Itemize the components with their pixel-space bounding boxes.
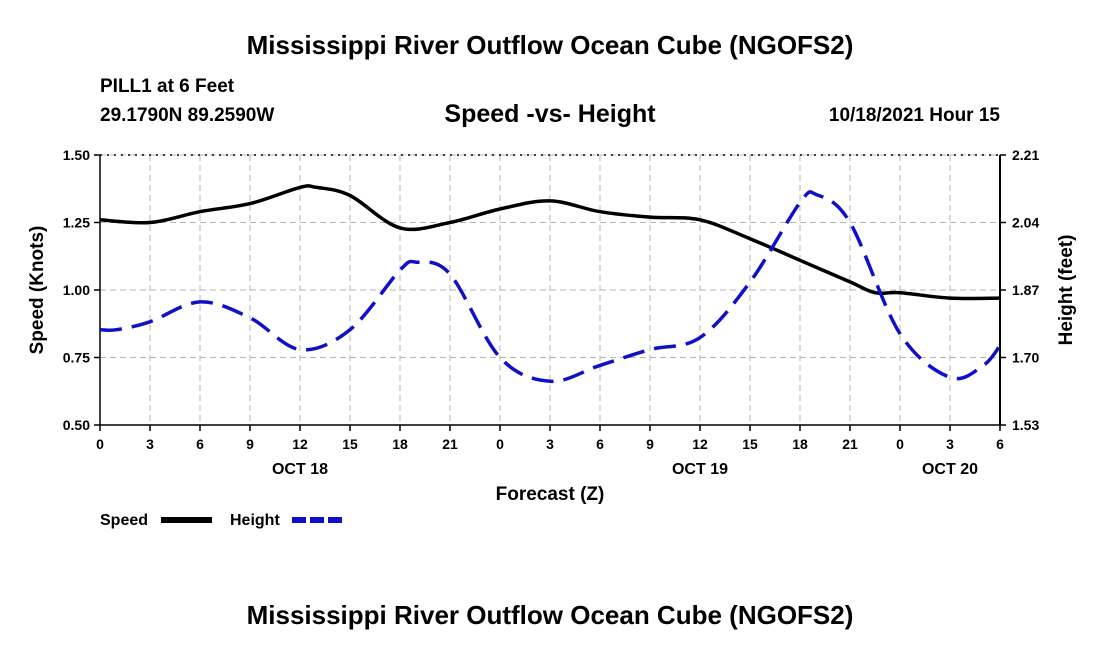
x-tick-label: 15 bbox=[342, 436, 358, 452]
x-tick-label: 12 bbox=[292, 436, 308, 452]
station-coordinates: 29.1790N 89.2590W bbox=[100, 105, 275, 126]
chart-series bbox=[99, 184, 1002, 384]
chart-axes bbox=[94, 154, 1006, 431]
x-date-label: OCT 20 bbox=[922, 461, 978, 478]
y2-tick-label: 2.04 bbox=[1012, 215, 1039, 231]
x-tick-label: 0 bbox=[896, 436, 904, 452]
x-tick-label: 3 bbox=[146, 436, 154, 452]
legend-label-height: Height bbox=[230, 512, 280, 529]
x-tick-label: 3 bbox=[546, 436, 554, 452]
y2-tick-label: 1.87 bbox=[1012, 282, 1039, 298]
forecast-datetime: 10/18/2021 Hour 15 bbox=[828, 105, 1000, 126]
series-line-height bbox=[99, 190, 1002, 384]
y2-tick-label: 1.70 bbox=[1012, 350, 1039, 366]
x-tick-label: 6 bbox=[196, 436, 204, 452]
x-tick-label: 0 bbox=[496, 436, 504, 452]
x-tick-label: 18 bbox=[392, 436, 408, 452]
chart-legend: Speed Height bbox=[100, 512, 343, 529]
x-tick-label: 9 bbox=[246, 436, 254, 452]
x-axis-title: Forecast (Z) bbox=[496, 484, 605, 505]
x-date-label: OCT 19 bbox=[672, 461, 728, 478]
y-axis-title: Speed (Knots) bbox=[27, 226, 48, 355]
x-tick-label: 15 bbox=[742, 436, 758, 452]
footer-title: Mississippi River Outflow Ocean Cube (NG… bbox=[246, 600, 854, 630]
tick-labels: 1.50 1.25 1.00 0.75 0.50 2.21 2.04 1.87 1.70 1.53… bbox=[27, 147, 1077, 505]
y-tick-label: 1.00 bbox=[63, 282, 90, 298]
x-tick-label: 6 bbox=[596, 436, 604, 452]
x-tick-label: 18 bbox=[792, 436, 808, 452]
series-line-speed bbox=[99, 184, 1001, 301]
y2-tick-label: 1.53 bbox=[1012, 417, 1039, 433]
y2-axis-title: Height (feet) bbox=[1056, 235, 1077, 346]
chart-subtitle: Speed -vs- Height bbox=[444, 100, 656, 128]
x-date-label: OCT 18 bbox=[272, 461, 328, 478]
x-tick-label: 6 bbox=[996, 436, 1004, 452]
y-tick-label: 1.25 bbox=[63, 215, 90, 231]
x-tick-label: 21 bbox=[442, 436, 458, 452]
x-tick-label: 3 bbox=[946, 436, 954, 452]
x-tick-label: 12 bbox=[692, 436, 708, 452]
speed-height-chart: 1.50 1.25 1.00 0.75 0.50 2.21 2.04 1.87 1.70 1.53… bbox=[27, 147, 1077, 529]
y2-tick-label: 2.21 bbox=[1012, 147, 1039, 163]
y-tick-label: 0.75 bbox=[63, 350, 90, 366]
x-tick-label: 21 bbox=[842, 436, 858, 452]
legend-label-speed: Speed bbox=[100, 512, 148, 529]
station-label: PILL1 at 6 Feet bbox=[100, 76, 235, 97]
chart-main-title: Mississippi River Outflow Ocean Cube (NG… bbox=[246, 30, 854, 60]
y-tick-label: 0.50 bbox=[63, 417, 90, 433]
y-tick-label: 1.50 bbox=[63, 147, 90, 163]
x-tick-label: 9 bbox=[646, 436, 654, 452]
x-tick-label: 0 bbox=[96, 436, 104, 452]
